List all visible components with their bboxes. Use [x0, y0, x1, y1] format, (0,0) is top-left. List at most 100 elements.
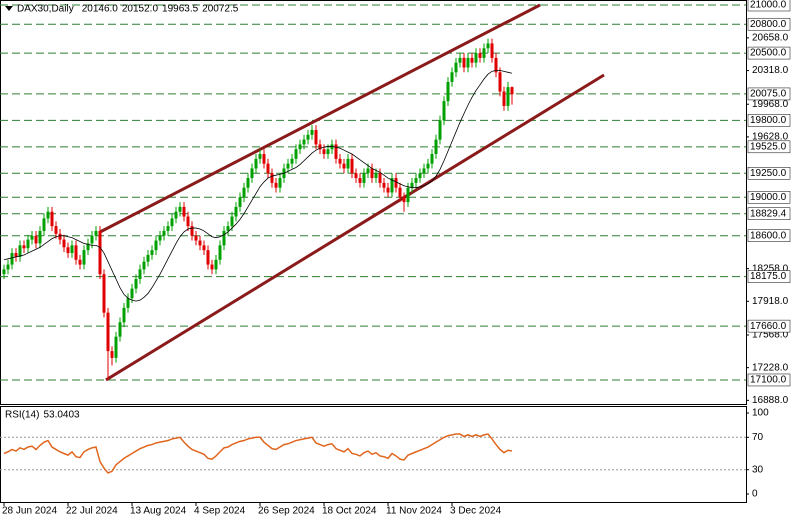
channel-line	[105, 73, 605, 382]
rsi-tick-label: 0	[752, 489, 758, 500]
candle-body	[490, 43, 494, 58]
candle-body	[186, 216, 190, 227]
menu-icon[interactable]	[5, 6, 13, 11]
y-tick-label: 17918.0	[752, 296, 789, 307]
level-label: 18175.0	[750, 271, 787, 282]
rsi-line	[3, 433, 513, 474]
candle-body	[274, 182, 278, 188]
candle-body	[414, 178, 418, 183]
candle-body	[18, 245, 22, 257]
rsi-tick-label: 70	[752, 432, 764, 443]
candle-body	[446, 81, 450, 102]
candle-body	[494, 57, 498, 73]
candle-body	[506, 87, 510, 106]
candle-body	[366, 168, 370, 174]
header-value: 19963.5	[162, 4, 199, 15]
candle-body	[470, 57, 474, 63]
candle-body	[498, 72, 502, 92]
marks-layer	[2, 3, 605, 474]
candle-body	[286, 163, 290, 169]
candle-body	[170, 218, 174, 227]
candle-body	[162, 230, 166, 236]
candle-body	[322, 149, 326, 155]
header-value: 20072.5	[202, 4, 239, 15]
candle-body	[74, 245, 78, 260]
candle-body	[78, 259, 82, 265]
candle-body	[266, 163, 270, 174]
candle-body	[166, 226, 170, 231]
candle-body	[58, 233, 62, 240]
level-label-box	[747, 140, 791, 154]
candle-body	[90, 235, 94, 244]
level-label: 19800.0	[750, 115, 787, 126]
candle-body	[182, 206, 186, 217]
candle-body	[330, 144, 334, 150]
candle-body	[354, 173, 358, 179]
candle-body	[486, 43, 490, 49]
candle-body	[294, 149, 298, 159]
candle-body	[110, 351, 114, 358]
level-label-box	[747, 0, 791, 12]
candle-body	[302, 139, 306, 145]
level-label: 19525.0	[750, 141, 787, 152]
candle-body	[258, 154, 262, 159]
header-value: 20146.0	[82, 4, 119, 15]
candle-body	[278, 178, 282, 188]
x-tick-label: 18 Oct 2024	[322, 506, 377, 517]
candle-body	[438, 120, 442, 140]
candle-body	[378, 173, 382, 183]
candle-body	[430, 154, 434, 164]
x-tick-label: 26 Sep 2024	[258, 506, 315, 517]
level-label: 21000.0	[750, 0, 787, 11]
candle-body	[222, 230, 226, 246]
candle-body	[50, 211, 54, 227]
candle-body	[98, 230, 102, 275]
candle-body	[334, 144, 338, 159]
candle-body	[406, 187, 410, 203]
candle-body	[350, 158, 354, 174]
candle-body	[238, 197, 242, 207]
candle-body	[254, 158, 258, 169]
level-label-box	[747, 17, 791, 31]
candle-body	[338, 158, 342, 164]
candle-body	[82, 250, 86, 265]
candle-body	[314, 129, 318, 145]
y-tick-label: 18258.0	[752, 263, 789, 274]
y-tick-label: 20658.0	[752, 33, 789, 44]
level-label-box	[747, 373, 791, 387]
level-label-box	[747, 207, 791, 220]
level-label-box	[747, 229, 791, 242]
grid-layer	[0, 4, 746, 471]
level-label: 17660.0	[750, 321, 787, 332]
candle-body	[298, 144, 302, 150]
candle-body	[54, 226, 58, 234]
candle-body	[458, 57, 462, 63]
candle-body	[214, 259, 218, 270]
candle-body	[450, 72, 454, 82]
candle-body	[466, 57, 470, 68]
candle-body	[502, 91, 506, 106]
candle-body	[290, 158, 294, 164]
level-label: 20075.0	[750, 89, 787, 100]
candle-body	[106, 312, 110, 352]
candle-body	[270, 173, 274, 183]
candle-body	[250, 168, 254, 179]
moving-average	[3, 69, 513, 302]
rsi-panel	[0, 406, 747, 503]
candle-body	[114, 336, 118, 358]
candle-body	[310, 129, 314, 135]
main-panel	[0, 0, 747, 405]
y-tick-label: 17568.0	[752, 330, 789, 341]
candle-body	[102, 274, 106, 313]
x-tick-label: 28 Jun 2024	[2, 506, 57, 517]
candle-body	[150, 250, 154, 255]
candle-body	[14, 253, 18, 257]
candle-body	[62, 239, 66, 248]
candle-body	[130, 288, 134, 299]
candle-body	[342, 163, 346, 169]
rsi-value: 53.0403	[43, 410, 80, 421]
candle-body	[26, 239, 30, 249]
rsi-tick-label: 30	[752, 464, 764, 475]
rsi-tick-label: 100	[752, 408, 769, 419]
candle-body	[478, 53, 482, 58]
